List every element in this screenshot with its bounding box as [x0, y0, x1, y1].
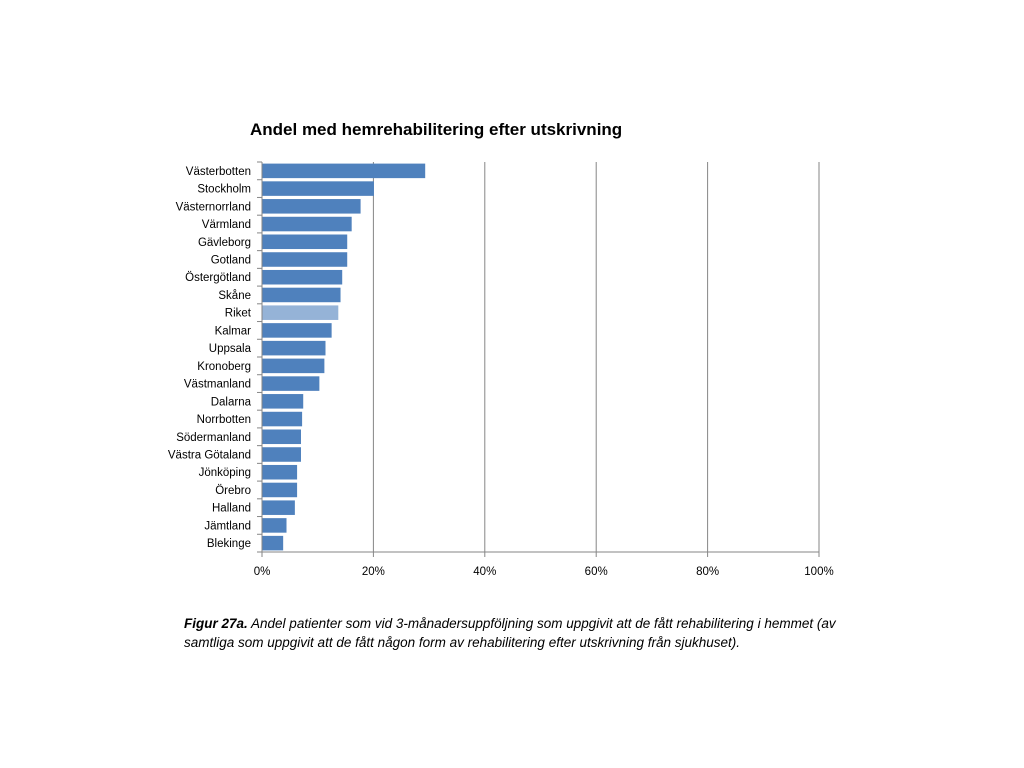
- bar: [262, 234, 348, 250]
- bar: [262, 429, 301, 445]
- bar: [262, 482, 298, 498]
- bar: [262, 323, 332, 338]
- bar: [262, 269, 343, 285]
- y-tick-label: Stockholm: [197, 184, 251, 196]
- bar: [262, 340, 326, 356]
- y-tick-label: Värmland: [202, 219, 251, 231]
- y-tick-label: Riket: [225, 308, 252, 320]
- x-tick-label: 100%: [804, 566, 833, 578]
- x-tick-label: 40%: [473, 566, 496, 578]
- bar: [262, 411, 303, 427]
- y-tick-label: Halland: [212, 503, 251, 515]
- y-tick-label: Blekinge: [207, 538, 251, 550]
- y-tick-label: Kronoberg: [197, 361, 251, 373]
- bar: [262, 464, 298, 480]
- bar: [262, 535, 284, 551]
- y-tick-label: Gävleborg: [198, 237, 251, 249]
- y-tick-label: Västerbotten: [186, 166, 251, 178]
- bar: [262, 163, 426, 179]
- y-tick-label: Dalarna: [211, 396, 252, 408]
- figure-caption: Figur 27a. Andel patienter som vid 3-mån…: [184, 614, 884, 652]
- y-tick-label: Jämtland: [204, 520, 251, 532]
- bar: [262, 358, 325, 374]
- y-tick-label: Norrbotten: [197, 414, 251, 426]
- x-tick-label: 20%: [362, 566, 385, 578]
- chart-title: Andel med hemrehabilitering efter utskri…: [250, 120, 623, 139]
- y-tick-label: Södermanland: [176, 432, 251, 444]
- y-tick-label: Västmanland: [184, 379, 251, 391]
- y-tick-label: Uppsala: [209, 343, 252, 355]
- y-tick-label: Gotland: [211, 255, 251, 267]
- y-tick-label: Örebro: [215, 485, 251, 497]
- bar: [262, 287, 341, 303]
- bar: [262, 394, 304, 409]
- figure-label: Figur 27a.: [184, 616, 248, 631]
- y-tick-label: Västra Götaland: [168, 450, 251, 462]
- bar: [262, 252, 348, 267]
- bar: [262, 518, 287, 533]
- x-tick-label: 0%: [254, 566, 271, 578]
- bar-highlight: [262, 305, 339, 320]
- bar: [262, 181, 374, 196]
- y-tick-label: Kalmar: [215, 325, 252, 337]
- x-tick-label: 80%: [696, 566, 719, 578]
- y-tick-label: Östergötland: [185, 272, 251, 284]
- bar: [262, 376, 320, 391]
- bar: [262, 199, 361, 214]
- bar: [262, 447, 301, 462]
- figure-caption-text: Andel patienter som vid 3-månadersuppföl…: [184, 616, 836, 650]
- y-tick-label: Jönköping: [199, 467, 251, 479]
- y-tick-label: Skåne: [218, 290, 251, 302]
- y-tick-label: Västernorrland: [176, 201, 251, 213]
- x-tick-label: 60%: [585, 566, 608, 578]
- bar: [262, 500, 295, 515]
- bar: [262, 216, 352, 232]
